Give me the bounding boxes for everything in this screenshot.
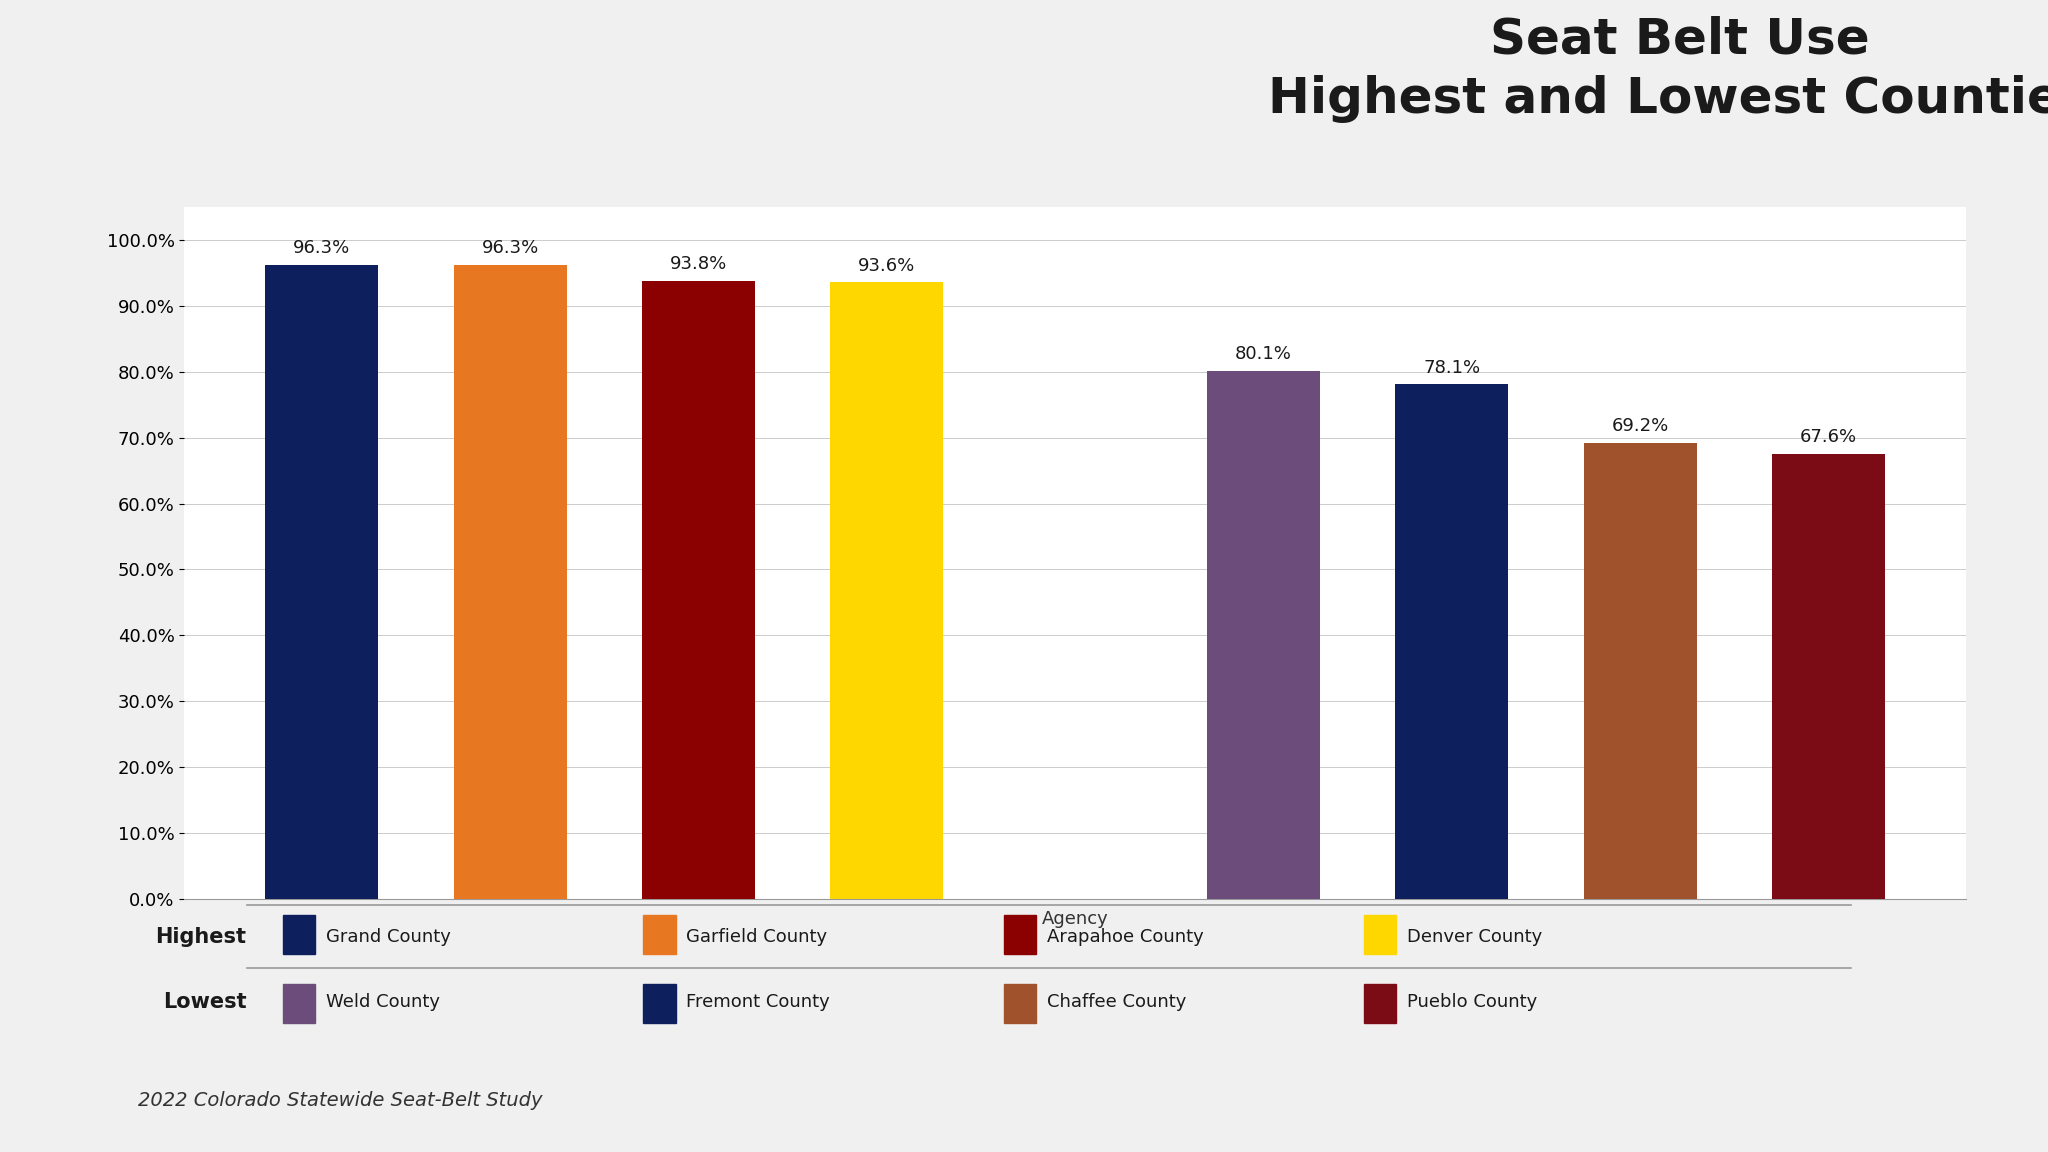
Bar xyxy=(283,915,315,954)
Text: Chaffee County: Chaffee County xyxy=(1047,993,1186,1011)
Text: Arapahoe County: Arapahoe County xyxy=(1047,929,1204,946)
Bar xyxy=(455,265,567,899)
Text: Seat Belt Use
Highest and Lowest Counties: Seat Belt Use Highest and Lowest Countie… xyxy=(1268,15,2048,123)
Bar xyxy=(829,282,944,899)
X-axis label: Agency: Agency xyxy=(1042,910,1108,927)
Bar xyxy=(283,984,315,1023)
Bar xyxy=(641,281,756,899)
Bar xyxy=(266,265,379,899)
Bar xyxy=(1206,371,1321,899)
Text: Highest: Highest xyxy=(156,927,246,947)
Text: Garfield County: Garfield County xyxy=(686,929,827,946)
Text: 96.3%: 96.3% xyxy=(481,238,539,257)
Text: Denver County: Denver County xyxy=(1407,929,1542,946)
Bar xyxy=(1772,454,1884,899)
Text: 96.3%: 96.3% xyxy=(293,238,350,257)
Text: Weld County: Weld County xyxy=(326,993,440,1011)
Bar xyxy=(1364,915,1397,954)
Text: 93.6%: 93.6% xyxy=(858,257,915,274)
Bar xyxy=(643,984,676,1023)
Text: 2022 Colorado Statewide Seat-Belt Study: 2022 Colorado Statewide Seat-Belt Study xyxy=(139,1091,543,1109)
Bar xyxy=(643,915,676,954)
Text: 80.1%: 80.1% xyxy=(1235,346,1292,363)
Bar xyxy=(1004,915,1036,954)
Text: 69.2%: 69.2% xyxy=(1612,417,1669,435)
Text: 78.1%: 78.1% xyxy=(1423,358,1481,377)
Text: 67.6%: 67.6% xyxy=(1800,427,1858,446)
Bar xyxy=(1583,444,1696,899)
Text: Lowest: Lowest xyxy=(164,992,246,1013)
Bar xyxy=(1364,984,1397,1023)
Text: Grand County: Grand County xyxy=(326,929,451,946)
Bar xyxy=(1004,984,1036,1023)
Bar xyxy=(1395,385,1509,899)
Text: Fremont County: Fremont County xyxy=(686,993,829,1011)
Text: 93.8%: 93.8% xyxy=(670,256,727,273)
Text: Pueblo County: Pueblo County xyxy=(1407,993,1538,1011)
